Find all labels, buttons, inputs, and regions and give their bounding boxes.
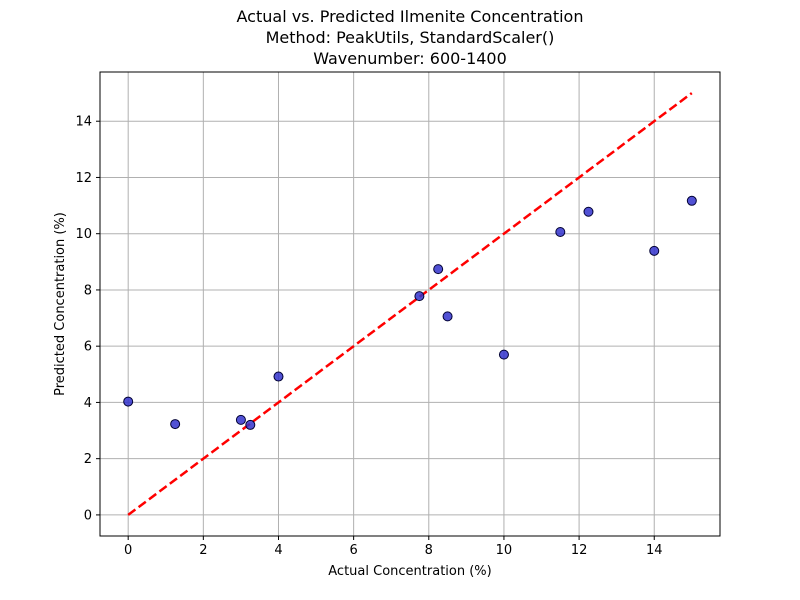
x-tick-label: 10 [496,543,513,558]
x-tick-label: 12 [571,543,588,558]
reference-line [127,92,693,516]
x-tick-label: 0 [124,543,132,558]
data-point [583,206,594,217]
x-axis-label: Actual Concentration (%) [328,564,491,579]
data-point [649,245,660,256]
data-point [433,264,444,275]
data-point [235,414,246,425]
x-tick-label: 14 [646,543,663,558]
y-tick-label: 14 [75,115,92,130]
x-tick-label: 6 [349,543,357,558]
plot-area-frame [99,71,721,537]
y-tick-label: 8 [84,283,92,298]
y-axis-ticks: 0 2 4 6 8 10 12 14 [75,115,100,523]
grid [100,72,720,536]
chart-title-line-3: Wavenumber: 600-1400 [313,49,507,68]
chart-title-line-1: Actual vs. Predicted Ilmenite Concentrat… [237,7,584,26]
data-point [273,371,284,382]
y-tick-label: 2 [84,452,92,467]
y-tick-label: 0 [84,508,92,523]
data-point [414,291,425,302]
y-tick-label: 6 [84,340,92,355]
x-axis-ticks: 0 2 4 6 8 10 12 14 [124,536,663,558]
chart-title-line-2: Method: PeakUtils, StandardScaler() [266,28,555,47]
x-tick-label: 8 [425,543,433,558]
y-tick-label: 12 [75,171,92,186]
y-tick-label: 10 [75,227,92,242]
data-points [123,195,697,430]
y-tick-label: 4 [84,396,92,411]
data-point [555,227,566,238]
data-point [686,195,697,206]
data-point [245,419,256,430]
y-axis-label: Predicted Concentration (%) [53,212,68,396]
data-point [170,419,181,430]
data-point [442,311,453,322]
data-point [498,349,509,360]
chart-title: Actual vs. Predicted Ilmenite Concentrat… [237,7,584,68]
reference-line-group [127,92,693,516]
x-tick-label: 4 [274,543,282,558]
data-point [123,396,134,407]
x-tick-label: 2 [199,543,207,558]
